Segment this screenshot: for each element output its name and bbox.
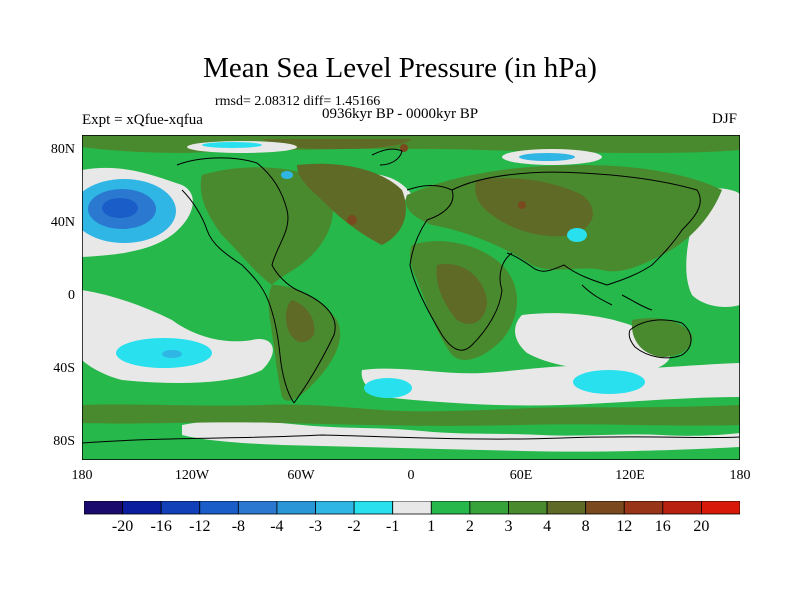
colorbar [84, 501, 740, 515]
colorbar-box [237, 501, 278, 515]
colorbar-label: -20 [111, 518, 134, 535]
colorbar-box [392, 501, 432, 515]
experiment-label: Expt = xQfue-xqfua [82, 112, 203, 128]
colorbar-label: -16 [150, 518, 172, 535]
stats-text: rmsd= 2.08312 diff= 1.45166 [215, 94, 381, 109]
colorbar-box [276, 501, 316, 515]
colorbar-box [160, 501, 201, 515]
colorbar-label: -3 [308, 518, 323, 535]
colorbar-label: -12 [189, 518, 211, 535]
colorbar-label: 3 [504, 518, 513, 535]
lat-label-80s: 80S [53, 434, 75, 449]
colorbar-label: 20 [693, 518, 710, 535]
lat-label-eq: 0 [68, 288, 75, 303]
coastlines [82, 148, 740, 444]
lon-label-180e: 180 [729, 468, 751, 483]
colorbar-box [199, 501, 239, 515]
period-label: 0936kyr BP - 0000kyr BP [322, 106, 479, 122]
very-high-spots [347, 144, 526, 225]
colorbar-label: 16 [654, 518, 671, 535]
lat-label-40s: 40S [53, 361, 75, 376]
colorbar-label: 12 [616, 518, 633, 535]
colorbar-box [546, 501, 587, 515]
lon-label-180w: 180 [71, 468, 93, 483]
colorbar-box [84, 501, 123, 515]
lon-label-120w: 120W [174, 468, 210, 483]
colorbar-box [701, 501, 740, 515]
colorbar-box [469, 501, 509, 515]
colorbar-box [662, 501, 702, 515]
lon-label-60e: 60E [509, 468, 533, 483]
colorbar-box [585, 501, 625, 515]
colorbar-label: 4 [543, 518, 552, 535]
lon-label-120e: 120E [615, 468, 645, 483]
colorbar-box [508, 501, 548, 515]
high-anomaly-regions [262, 139, 593, 343]
season-label: DJF [712, 111, 738, 127]
colorbar-label: 8 [581, 518, 590, 535]
colorbar-label: -2 [347, 518, 361, 535]
colorbar-box [315, 501, 355, 515]
colorbar-label: 1 [427, 518, 436, 535]
low-pressure-regions [82, 141, 645, 398]
colorbar-label: -1 [386, 518, 400, 535]
map-title: Mean Sea Level Pressure (in hPa) [203, 52, 597, 84]
lon-label-60w: 60W [287, 468, 315, 483]
lon-label-0: 0 [407, 468, 415, 483]
colorbar-label: -4 [270, 518, 284, 535]
colorbar-label: -8 [231, 518, 246, 535]
lat-label-80n: 80N [50, 142, 75, 157]
lat-label-40n: 40N [50, 215, 75, 230]
pressure-map [82, 135, 740, 460]
colorbar-box [122, 501, 162, 515]
colorbar-box [353, 501, 394, 515]
colorbar-box [430, 501, 471, 515]
colorbar-label: 2 [465, 518, 474, 535]
colorbar-box [623, 501, 664, 515]
